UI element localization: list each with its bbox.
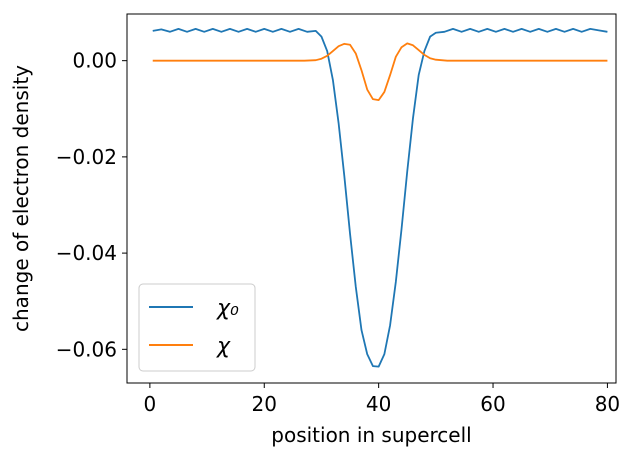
x-tick-label: 20 xyxy=(252,392,277,416)
x-tick-label: 40 xyxy=(366,392,391,416)
y-tick-label: −0.04 xyxy=(56,241,117,265)
plot-area xyxy=(152,28,608,368)
legend-label-chi: χ xyxy=(216,334,231,359)
x-axis: 0 20 40 60 80 xyxy=(144,383,620,416)
x-tick-label: 60 xyxy=(480,392,505,416)
y-axis-label: change of electron density xyxy=(9,65,33,332)
x-tick-label: 80 xyxy=(595,392,620,416)
y-tick-label: −0.06 xyxy=(56,337,117,361)
axes-frame xyxy=(126,13,617,384)
x-tick-label: 0 xyxy=(144,392,157,416)
legend-box xyxy=(138,283,256,372)
y-tick-label: −0.02 xyxy=(56,145,117,169)
series-line-1 xyxy=(152,42,608,102)
series-line-0 xyxy=(152,28,608,368)
x-axis-label: position in supercell xyxy=(271,423,471,447)
legend-label-chi0: χ₀ xyxy=(216,296,239,321)
y-tick-label: 0.00 xyxy=(72,49,117,73)
y-axis: 0.00 −0.02 −0.04 −0.06 xyxy=(56,49,127,361)
legend: χ₀ χ xyxy=(138,283,256,372)
